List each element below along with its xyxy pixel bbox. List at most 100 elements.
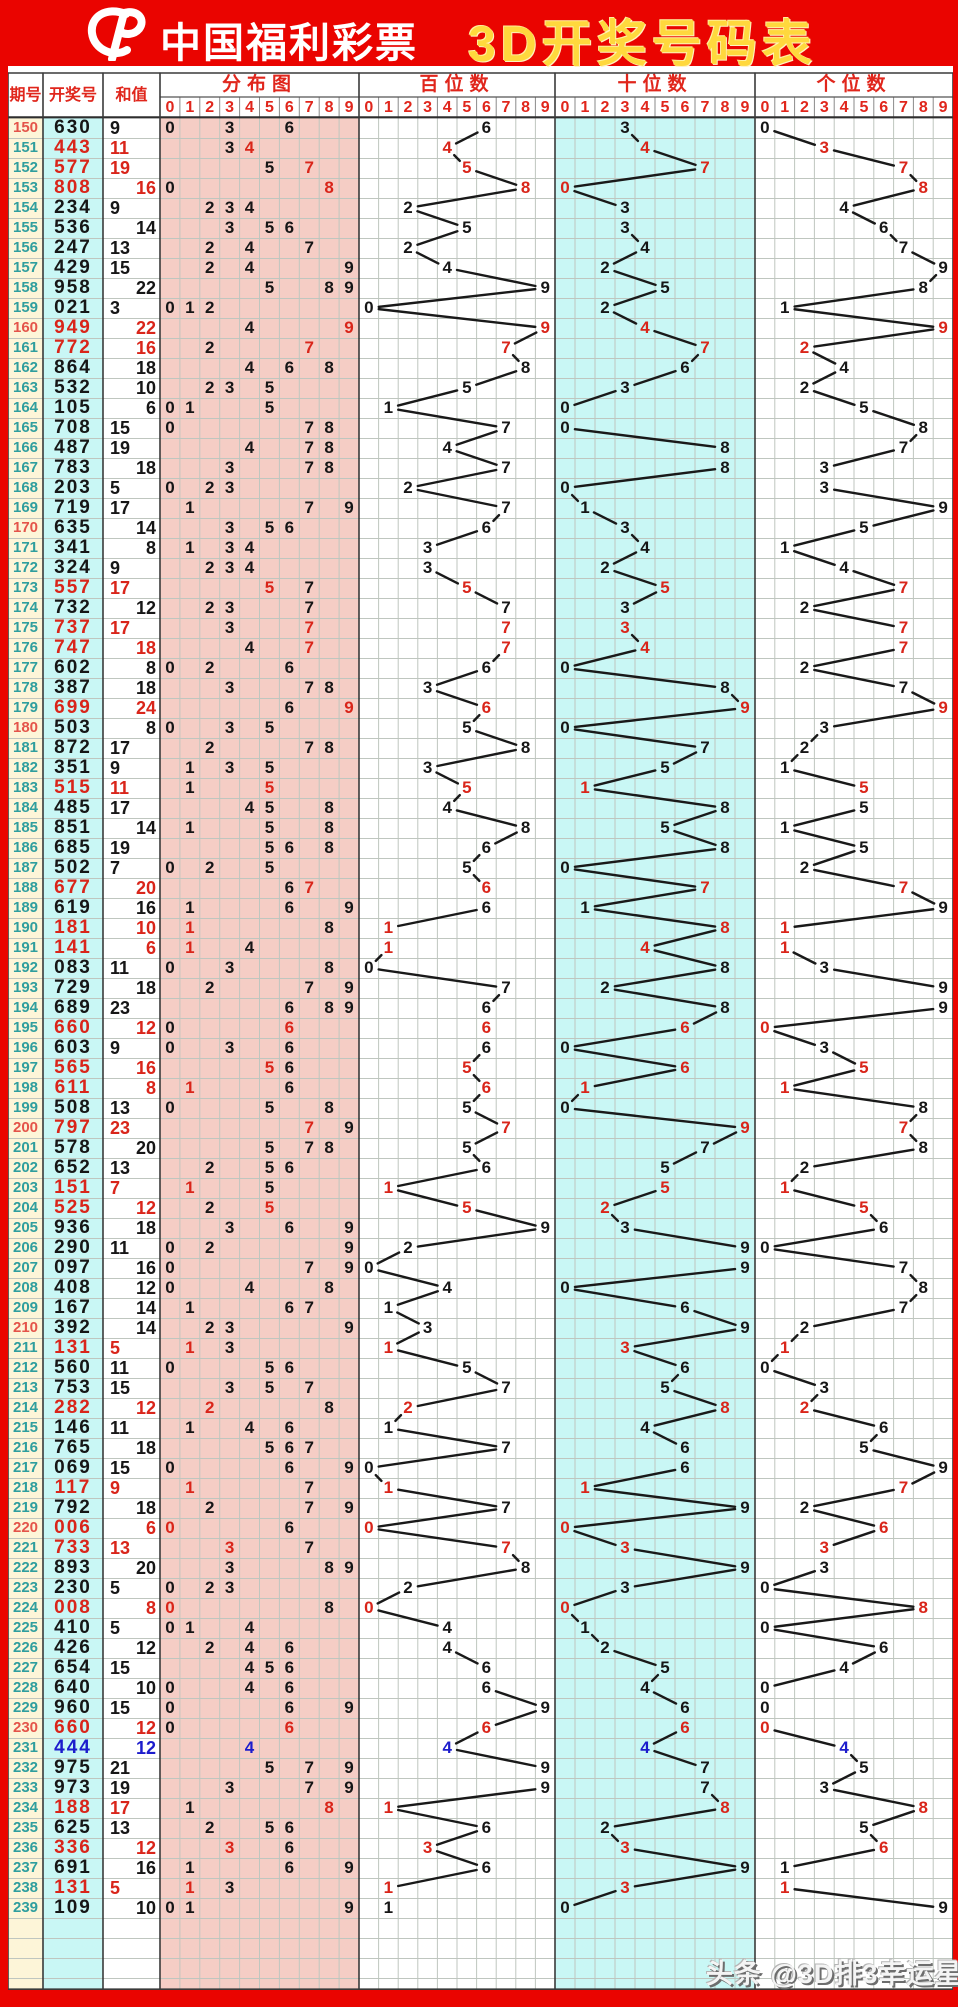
winning-number-cell: 893	[54, 1557, 92, 1578]
period-cell: 191	[12, 939, 39, 956]
units-digit: 3	[819, 958, 830, 977]
units-digit: 8	[918, 1598, 929, 1617]
tens-digit: 1	[580, 898, 590, 917]
tens-digit: 7	[700, 1138, 710, 1157]
distribution-digit: 2	[205, 478, 215, 497]
distribution-digit: 7	[304, 1258, 314, 1277]
winning-number-cell: 167	[54, 1297, 92, 1318]
distribution-digit: 5	[264, 578, 275, 597]
header-sum: 和值	[115, 87, 148, 104]
distribution-digit: 6	[284, 1838, 295, 1857]
period-cell: 158	[12, 279, 39, 296]
hundreds-digit: 5	[462, 378, 472, 397]
distribution-digit: 1	[185, 498, 195, 517]
winning-number-cell: 443	[54, 137, 92, 158]
period-cell: 223	[12, 1579, 39, 1596]
period-cell: 165	[12, 419, 39, 436]
units-digit: 9	[938, 978, 948, 997]
hundreds-digit: 7	[501, 978, 511, 997]
winning-number-cell: 351	[54, 757, 92, 778]
tens-digit: 6	[680, 1458, 690, 1477]
hundreds-digit: 3	[422, 538, 433, 557]
winning-number-cell: 602	[54, 657, 92, 678]
distribution-digit: 6	[284, 1058, 295, 1077]
distribution-digit: 1	[185, 1078, 195, 1097]
period-cell: 220	[12, 1519, 39, 1536]
units-digit: 8	[918, 178, 929, 197]
sum-cell: 17	[110, 798, 131, 818]
period-cell: 210	[12, 1319, 39, 1336]
distribution-digit: 9	[344, 1258, 354, 1277]
period-cell: 231	[12, 1739, 39, 1756]
distribution-digit: 3	[224, 478, 235, 497]
distribution-digit: 7	[304, 1298, 314, 1317]
sum-cell: 14	[135, 218, 156, 238]
digit-header-hundreds-5: 5	[462, 99, 472, 116]
winning-number-cell: 083	[54, 957, 92, 978]
winning-number-cell: 324	[54, 557, 92, 578]
tens-digit: 7	[700, 1758, 710, 1777]
distribution-digit: 5	[264, 1158, 275, 1177]
sum-cell: 19	[110, 838, 131, 858]
winning-number-cell: 146	[54, 1417, 92, 1438]
winning-number-cell: 485	[54, 797, 92, 818]
hundreds-digit: 7	[501, 638, 511, 657]
distribution-digit: 6	[284, 658, 295, 677]
winning-number-cell: 719	[54, 497, 92, 518]
sum-cell: 22	[135, 318, 156, 338]
period-cell: 167	[12, 459, 39, 476]
distribution-digit: 3	[224, 958, 235, 977]
distribution-digit: 0	[165, 1038, 175, 1057]
distribution-digit: 6	[284, 1818, 295, 1837]
distribution-digit: 3	[224, 1838, 235, 1857]
period-cell: 237	[12, 1859, 39, 1876]
units-digit: 1	[779, 1858, 790, 1877]
winning-number-cell: 729	[54, 977, 92, 998]
sum-cell: 8	[145, 718, 156, 738]
hundreds-digit: 6	[481, 1078, 492, 1097]
distribution-digit: 9	[344, 318, 354, 337]
winning-number-cell: 654	[54, 1657, 92, 1678]
units-digit: 2	[799, 1498, 810, 1517]
hundreds-digit: 4	[442, 138, 452, 157]
sum-cell: 10	[135, 1898, 156, 1918]
period-cell: 199	[12, 1099, 39, 1116]
distribution-digit: 5	[264, 1378, 275, 1397]
distribution-digit: 7	[304, 1478, 314, 1497]
distribution-digit: 6	[284, 1518, 295, 1537]
sum-cell: 12	[135, 1738, 156, 1758]
tens-digit: 5	[660, 1158, 670, 1177]
header-tens: 十位数	[617, 74, 693, 95]
period-cell: 162	[12, 359, 39, 376]
tens-digit: 5	[660, 578, 670, 597]
hundreds-digit: 1	[383, 1178, 394, 1197]
units-digit: 3	[819, 458, 830, 477]
sum-cell: 18	[135, 678, 156, 698]
digit-header-hundreds-1: 1	[383, 99, 393, 116]
app-banner: 中国福利彩票 3D开奖号码表	[0, 0, 958, 72]
sum-cell: 13	[110, 1098, 131, 1118]
units-digit: 5	[859, 1438, 869, 1457]
digit-header-hundreds-4: 4	[442, 99, 452, 116]
period-cell: 187	[12, 859, 39, 876]
hundreds-digit: 7	[501, 458, 511, 477]
hundreds-digit: 5	[462, 578, 472, 597]
distribution-digit: 4	[244, 938, 255, 957]
sum-cell: 14	[135, 1298, 156, 1318]
winning-number-cell: 181	[54, 917, 92, 938]
tens-digit: 3	[620, 218, 630, 237]
winning-number-cell: 652	[54, 1157, 92, 1178]
winning-number-cell: 131	[54, 1877, 92, 1898]
tens-digit: 0	[560, 178, 570, 197]
digit-header-units-8: 8	[918, 99, 928, 116]
distribution-digit: 0	[165, 1458, 175, 1477]
hundreds-digit: 4	[442, 1278, 452, 1297]
sum-cell: 16	[135, 1258, 156, 1278]
distribution-digit: 1	[185, 1478, 195, 1497]
distribution-digit: 3	[224, 1878, 235, 1897]
sum-cell: 9	[110, 558, 121, 578]
tens-digit: 2	[600, 1638, 610, 1657]
period-cell: 195	[12, 1019, 39, 1036]
tens-digit: 9	[740, 1258, 750, 1277]
distribution-digit: 0	[165, 1278, 175, 1297]
